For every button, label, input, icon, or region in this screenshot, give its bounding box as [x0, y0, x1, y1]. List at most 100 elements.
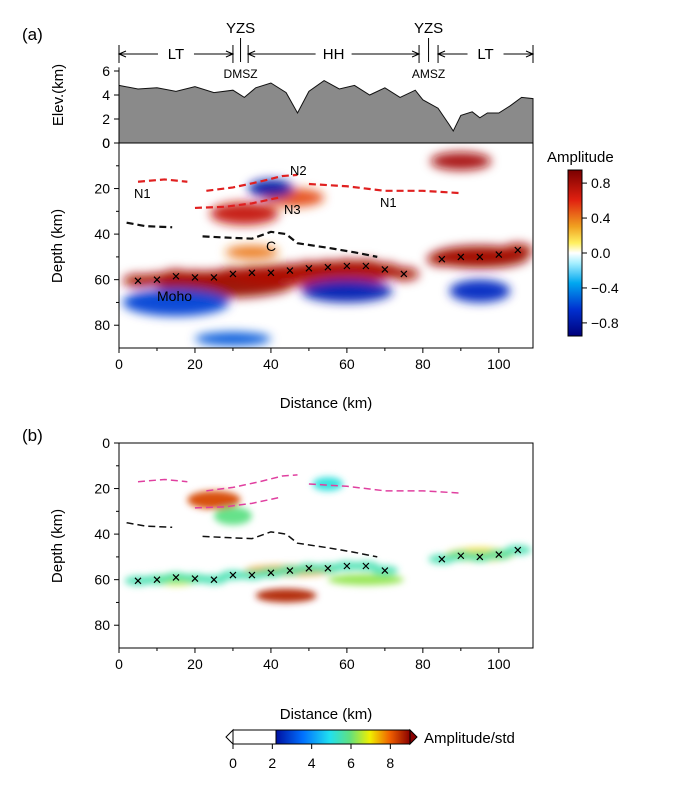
heatmap-b-x-tick-label: 60 [339, 656, 355, 672]
ann-moho: Moho [157, 288, 192, 304]
colorbar-b-tick-label: 2 [268, 755, 276, 771]
heatmap-b-moho-pick [172, 573, 180, 581]
interface-line-0 [137, 478, 188, 483]
heatmap-b-y-tick-label: 80 [94, 617, 110, 633]
heatmap-a-moho-pick [134, 277, 142, 285]
elevation-subplot: 0 2 4 6 Elev.(km) [50, 63, 534, 151]
heatmap-b-moho-pick [476, 553, 484, 561]
heatmap-b-y-tick-label: 20 [94, 481, 110, 497]
heatmap-b-moho-pick [153, 576, 161, 584]
heatmap-a-moho-pick [172, 272, 180, 280]
amplitude-anomaly [449, 279, 511, 303]
heatmap-a-x-tick-label: 80 [415, 356, 431, 372]
snr-anomaly [255, 588, 317, 603]
colorbar-a-gradient [567, 169, 583, 337]
heatmap-a-moho-pick [267, 269, 275, 277]
heatmap-b-moho-pick [286, 567, 294, 574]
elevation-tick-label: 0 [102, 135, 110, 151]
heatmap-b-moho-pick [438, 555, 446, 563]
heatmap-b-moho-pick [305, 564, 313, 572]
panel-b-label: (b) [22, 426, 43, 445]
heatmap-b-moho-pick [191, 575, 199, 582]
heatmap-b-y-tick-label: 0 [102, 435, 110, 451]
region-label-2: LT [477, 46, 493, 63]
boundary-top-label-0: YZS [226, 20, 255, 37]
colorbar-a-tick-label: 0.4 [591, 210, 611, 226]
colorbar-a-title: Amplitude [547, 149, 614, 166]
colorbar-b-tick-label: 6 [347, 755, 355, 771]
heatmap-a-moho-pick [229, 270, 237, 278]
elevation-y-label: Elev.(km) [50, 64, 67, 126]
ann-n1-right: N1 [380, 195, 397, 210]
heatmap-a-moho-pick [343, 262, 351, 270]
heatmap-a-moho-pick [305, 264, 313, 272]
colorbar-a-tick-label: 0.8 [591, 175, 611, 191]
heatmap-b-y-tick-label: 60 [94, 572, 110, 588]
colorbar-a-tick-label: −0.8 [591, 315, 619, 331]
colorbar-a-tick-label: 0.0 [591, 245, 611, 261]
interface-line-3 [308, 182, 461, 195]
heatmap-b-background [119, 443, 533, 648]
interface-line-4 [126, 521, 173, 529]
panel-a-label: (a) [22, 25, 43, 44]
amplitude-anomaly [225, 245, 279, 260]
amplitude-anomaly [210, 202, 279, 225]
snr-anomaly [213, 506, 252, 525]
heatmap-b-moho-pick [362, 562, 370, 570]
heatmap-b-moho-pick [495, 551, 503, 559]
interface-line-1 [206, 474, 298, 492]
region-label-1: HH [323, 46, 345, 63]
heatmap-a-y-tick-label: 40 [94, 226, 110, 242]
heatmap-a-background [119, 143, 533, 348]
heatmap-a-moho-pick [191, 273, 199, 281]
heatmap-a-y-label: Depth (km) [49, 209, 66, 283]
region-label-0: LT [168, 46, 184, 63]
colorbar-b-tick-label: 4 [308, 755, 316, 771]
interface-line-5 [202, 230, 378, 258]
heatmap-b-x-label: Distance (km) [280, 706, 373, 723]
colorbar-b-title: Amplitude/std [424, 730, 515, 747]
interface-line-3 [308, 483, 461, 494]
heatmap-b-moho-pick [343, 562, 351, 570]
heatmap-b-x-tick-label: 80 [415, 656, 431, 672]
colorbar-b-white-segment [232, 729, 277, 745]
heatmap-a-x-tick-label: 40 [263, 356, 279, 372]
interface-line-5 [202, 531, 378, 558]
heatmap-a-moho-pick [438, 255, 446, 263]
colorbar-b-high-arrow [409, 728, 418, 746]
elevation-tick-label: 6 [102, 63, 110, 79]
ann-n1-left: N1 [134, 186, 151, 201]
heatmap-a-y-tick-label: 0 [102, 135, 110, 151]
heatmap-a-y-tick-label: 20 [94, 181, 110, 197]
heatmap-b-x-tick-label: 40 [263, 656, 279, 672]
interface-line-0 [137, 178, 188, 183]
heatmap-a-x-tick-label: 0 [115, 356, 123, 372]
amplitude-anomaly [122, 288, 230, 317]
ann-c: C [266, 238, 276, 254]
amplitude-anomaly [430, 152, 492, 171]
heatmap-b-moho-pick [324, 564, 332, 572]
heatmap-a: 0 20 40 60 80 100 0 20 40 60 80 N1 N2 N3 N1 C Moho… [49, 135, 534, 412]
interface-line-2 [194, 196, 279, 210]
heatmap-a-moho-pick [210, 273, 218, 281]
ann-n3: N3 [284, 202, 301, 217]
heatmap-a-moho-pick [286, 267, 294, 274]
heatmap-b-moho-pick [381, 567, 389, 574]
heatmap-b-y-label: Depth (km) [49, 509, 66, 583]
heatmap-a-y-tick-label: 60 [94, 272, 110, 288]
elevation-area [118, 80, 534, 144]
colorbar-a: Amplitude 0.8 0.4 0.0 −0.4 −0.8 [547, 149, 619, 337]
heatmap-b-moho-pick [514, 546, 522, 554]
colorbar-a-tick-label: −0.4 [591, 280, 619, 296]
ann-n2: N2 [290, 163, 307, 178]
boundary-bottom-label-0: DMSZ [224, 67, 258, 81]
heatmap-a-moho-pick [362, 262, 370, 270]
heatmap-a-moho-pick [324, 263, 332, 271]
heatmap-a-frame [118, 142, 534, 349]
heatmap-a-moho-pick [400, 270, 408, 278]
heatmap-b-moho-pick [210, 576, 218, 584]
colorbar-b: Amplitude/std 0 2 4 6 8 [225, 728, 515, 771]
heatmap-a-moho-pick [514, 246, 522, 254]
snr-anomaly [187, 490, 241, 510]
